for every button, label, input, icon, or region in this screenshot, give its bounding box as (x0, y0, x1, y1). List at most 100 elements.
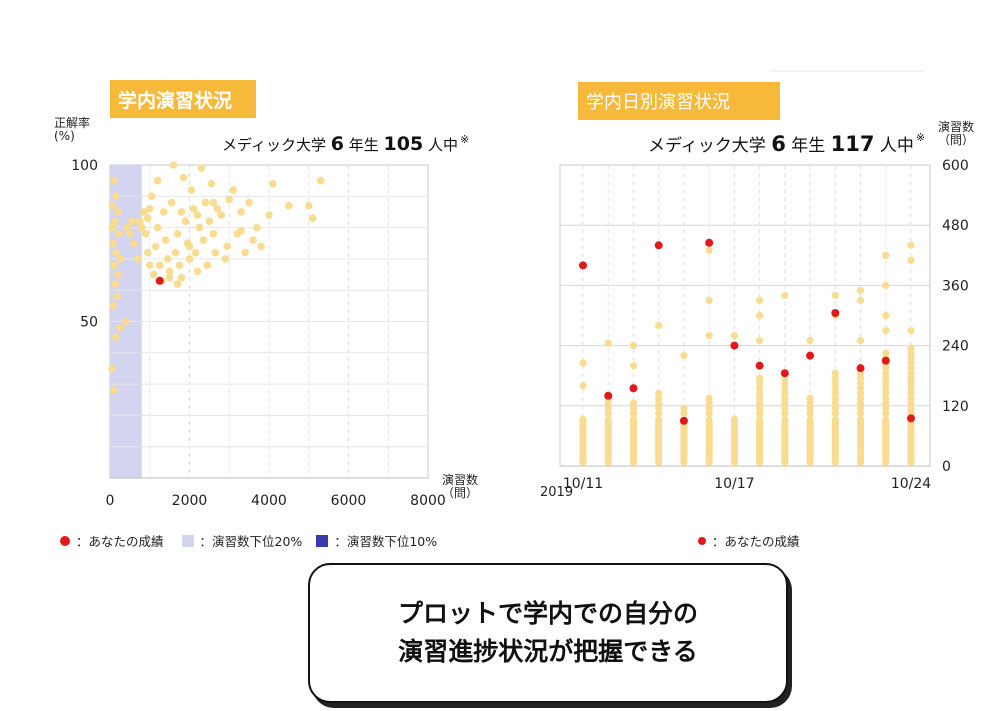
left-x-tick: 6000 (331, 493, 367, 509)
right-point-other (907, 364, 915, 372)
right-y-tick: 360 (942, 278, 969, 294)
right-point-you (856, 364, 865, 373)
legend-bottom20-label: ：演習数下位20% (199, 534, 303, 549)
right-point-other (907, 404, 915, 412)
right-point-other (882, 409, 890, 417)
right-point-other (831, 399, 839, 407)
right-point-you (604, 391, 613, 400)
right-point-other (831, 379, 839, 387)
right-point-other (882, 374, 890, 382)
right-point-you (730, 341, 739, 350)
right-point-other (806, 394, 814, 402)
left-point-other (116, 255, 125, 263)
right-point-other (856, 399, 865, 407)
left-point-other (139, 208, 148, 216)
left-point-other (201, 198, 210, 207)
left-point-other (245, 198, 253, 207)
legend-bottom10-label: ：演習数下位10% (334, 534, 438, 549)
right-point-other (831, 389, 839, 397)
right-y-tick: 600 (942, 158, 969, 174)
right-point-other (856, 409, 865, 417)
left-point-other (145, 261, 154, 269)
left-point-other (153, 176, 162, 185)
right-x-tick: 10/11 (563, 476, 603, 492)
right-point-other (907, 359, 915, 367)
right-point-other (882, 379, 890, 387)
right-column-other (705, 415, 713, 466)
right-point-other (882, 394, 890, 402)
left-y-tick: 50 (80, 315, 98, 331)
right-point-other (655, 409, 663, 417)
left-point-other (114, 230, 123, 238)
left-point-other (257, 242, 265, 251)
right-point-other (705, 296, 713, 305)
left-point-other (110, 217, 119, 226)
left-y-tick: 100 (71, 158, 98, 174)
right-point-other (680, 409, 688, 417)
right-point-other (907, 384, 915, 392)
left-chart-tag: 学内演習状況 (110, 80, 256, 118)
right-point-other (907, 256, 915, 264)
left-y-axis-title: 正解率 (%) (54, 116, 91, 143)
left-point-other (223, 242, 232, 251)
left-point-other (149, 270, 158, 279)
right-point-other (604, 399, 612, 407)
left-point-other (265, 211, 273, 219)
right-point-other (831, 394, 839, 402)
right-point-other (756, 394, 764, 402)
right-point-other (756, 409, 764, 417)
left-point-other (130, 239, 138, 248)
legend-bottom20-swatch (181, 534, 194, 547)
right-point-other (655, 394, 663, 402)
left-point-other (112, 333, 120, 341)
right-column-other (579, 415, 587, 466)
right-point-other (629, 342, 638, 350)
left-point-other (165, 273, 174, 282)
right-point-other (781, 409, 789, 417)
left-point-other (187, 186, 196, 194)
left-point-other (110, 386, 118, 395)
left-point-other (253, 223, 261, 232)
right-point-other (756, 399, 764, 407)
left-point-other (122, 317, 130, 326)
right-point-other (604, 404, 612, 412)
legend-you-label: ：あなたの成績 (76, 534, 164, 549)
right-y-tick: 480 (942, 218, 969, 234)
right-point-other (907, 241, 915, 249)
right-point-other (756, 374, 764, 382)
right-point-other (907, 354, 915, 362)
left-point-other (116, 323, 124, 332)
left-point-other (151, 242, 160, 251)
right-point-other (705, 246, 713, 254)
right-point-other (856, 296, 865, 305)
left-point-other (285, 201, 293, 210)
left-point-other (209, 230, 218, 238)
right-point-other (882, 251, 890, 259)
right-point-other (856, 394, 865, 402)
right-point-you (881, 356, 890, 365)
left-point-other (195, 223, 204, 232)
left-x-tick: 4000 (251, 493, 287, 509)
left-point-other (110, 176, 118, 185)
left-point-other (179, 173, 188, 182)
right-point-you (705, 238, 714, 247)
right-point-other (831, 409, 839, 417)
left-point-other (112, 192, 120, 201)
left-point-other (241, 248, 249, 257)
left-point-other (108, 364, 116, 373)
left-point-other (189, 205, 198, 213)
right-point-other (781, 384, 789, 392)
right-point-other (680, 404, 688, 412)
right-point-you (755, 361, 764, 370)
left-point-other (165, 267, 174, 276)
right-column-other (882, 415, 890, 466)
left-point-other (173, 280, 182, 288)
left-point-other (136, 217, 144, 226)
left-point-other (171, 248, 180, 257)
legend-right-you-marker (698, 536, 706, 545)
right-point-other (806, 336, 814, 345)
right-point-other (781, 379, 789, 387)
left-point-other (207, 179, 216, 188)
left-point-other (229, 186, 238, 194)
